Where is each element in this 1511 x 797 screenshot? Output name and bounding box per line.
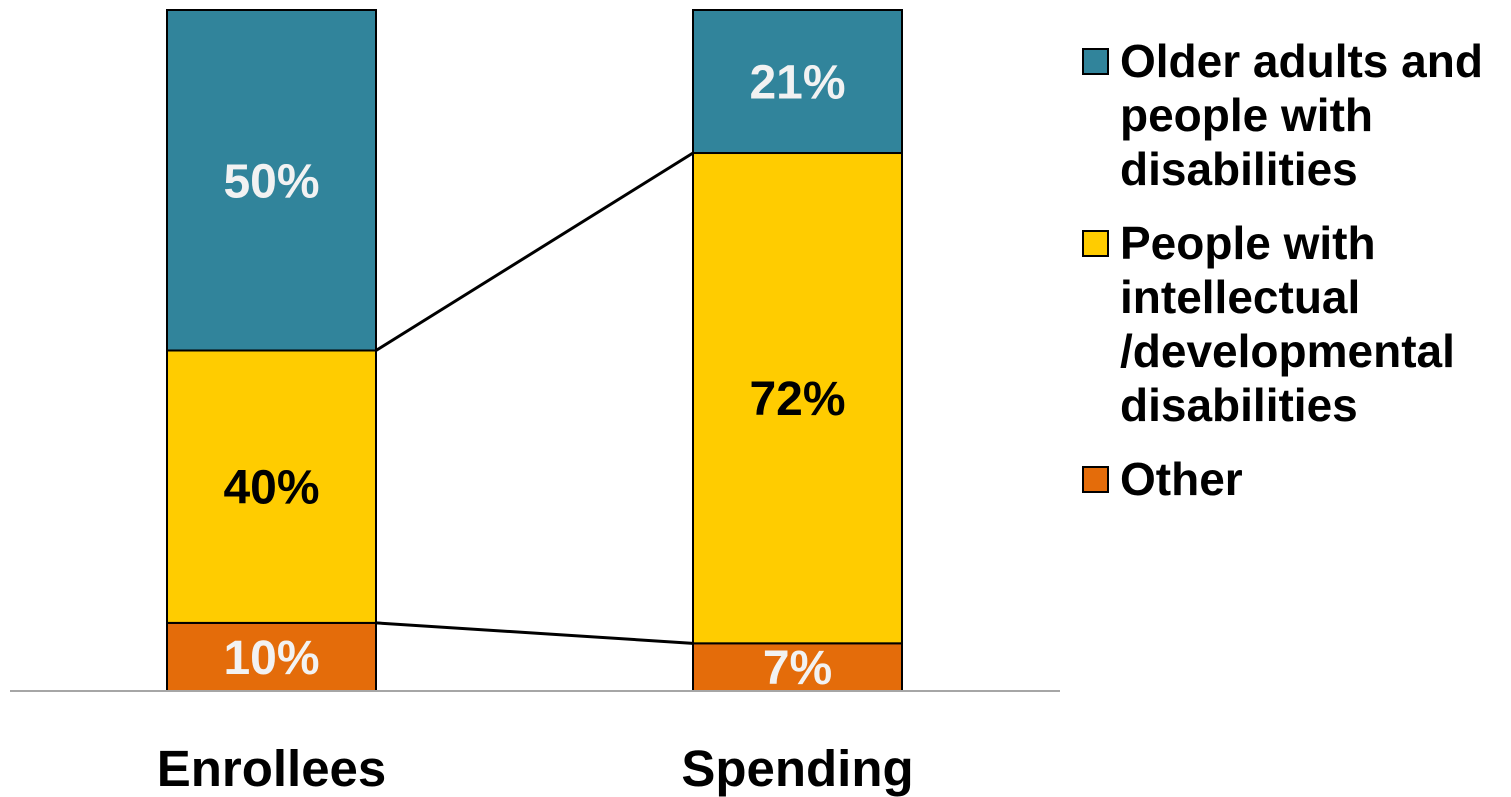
- legend-label-older-adults: Older adults and people with disabilitie…: [1120, 35, 1483, 195]
- bar-segment-spending-1: [692, 152, 903, 645]
- bar-segment-spending-0: [692, 642, 903, 693]
- bar-segment-enrollees-0: [166, 621, 377, 693]
- legend: Older adults and people with disabilitie…: [1082, 34, 1507, 526]
- legend-swatch-other: [1082, 466, 1109, 493]
- legend-label-other: Other: [1120, 453, 1243, 505]
- data-label-enrollees-1: 40%: [223, 462, 319, 515]
- legend-label-idd: People with intellectual /developmental …: [1120, 217, 1455, 431]
- data-label-enrollees-2: 50%: [223, 155, 319, 208]
- category-label-enrollees: Enrollees: [157, 740, 387, 797]
- category-label-spending: Spending: [681, 740, 913, 797]
- bar-segment-enrollees-1: [166, 349, 377, 624]
- data-label-spending-0: 7%: [763, 642, 832, 695]
- legend-item-idd: People with intellectual /developmental …: [1082, 216, 1507, 432]
- legend-swatch-idd: [1082, 230, 1109, 257]
- data-label-enrollees-0: 10%: [223, 632, 319, 685]
- data-label-spending-2: 21%: [749, 57, 845, 110]
- legend-item-other: Other: [1082, 452, 1507, 506]
- stacked-bar-chart: 10% 40% 50% 7% 72% 21% Enrollees Spending: [10, 9, 1060, 797]
- connector-line-1: [375, 151, 694, 352]
- connector-line-0: [375, 621, 694, 645]
- legend-swatch-older-adults: [1082, 48, 1109, 75]
- legend-item-older-adults: Older adults and people with disabilitie…: [1082, 34, 1507, 196]
- data-label-spending-1: 72%: [749, 373, 845, 426]
- bar-segment-spending-2: [692, 9, 903, 155]
- bar-segment-enrollees-2: [166, 9, 377, 352]
